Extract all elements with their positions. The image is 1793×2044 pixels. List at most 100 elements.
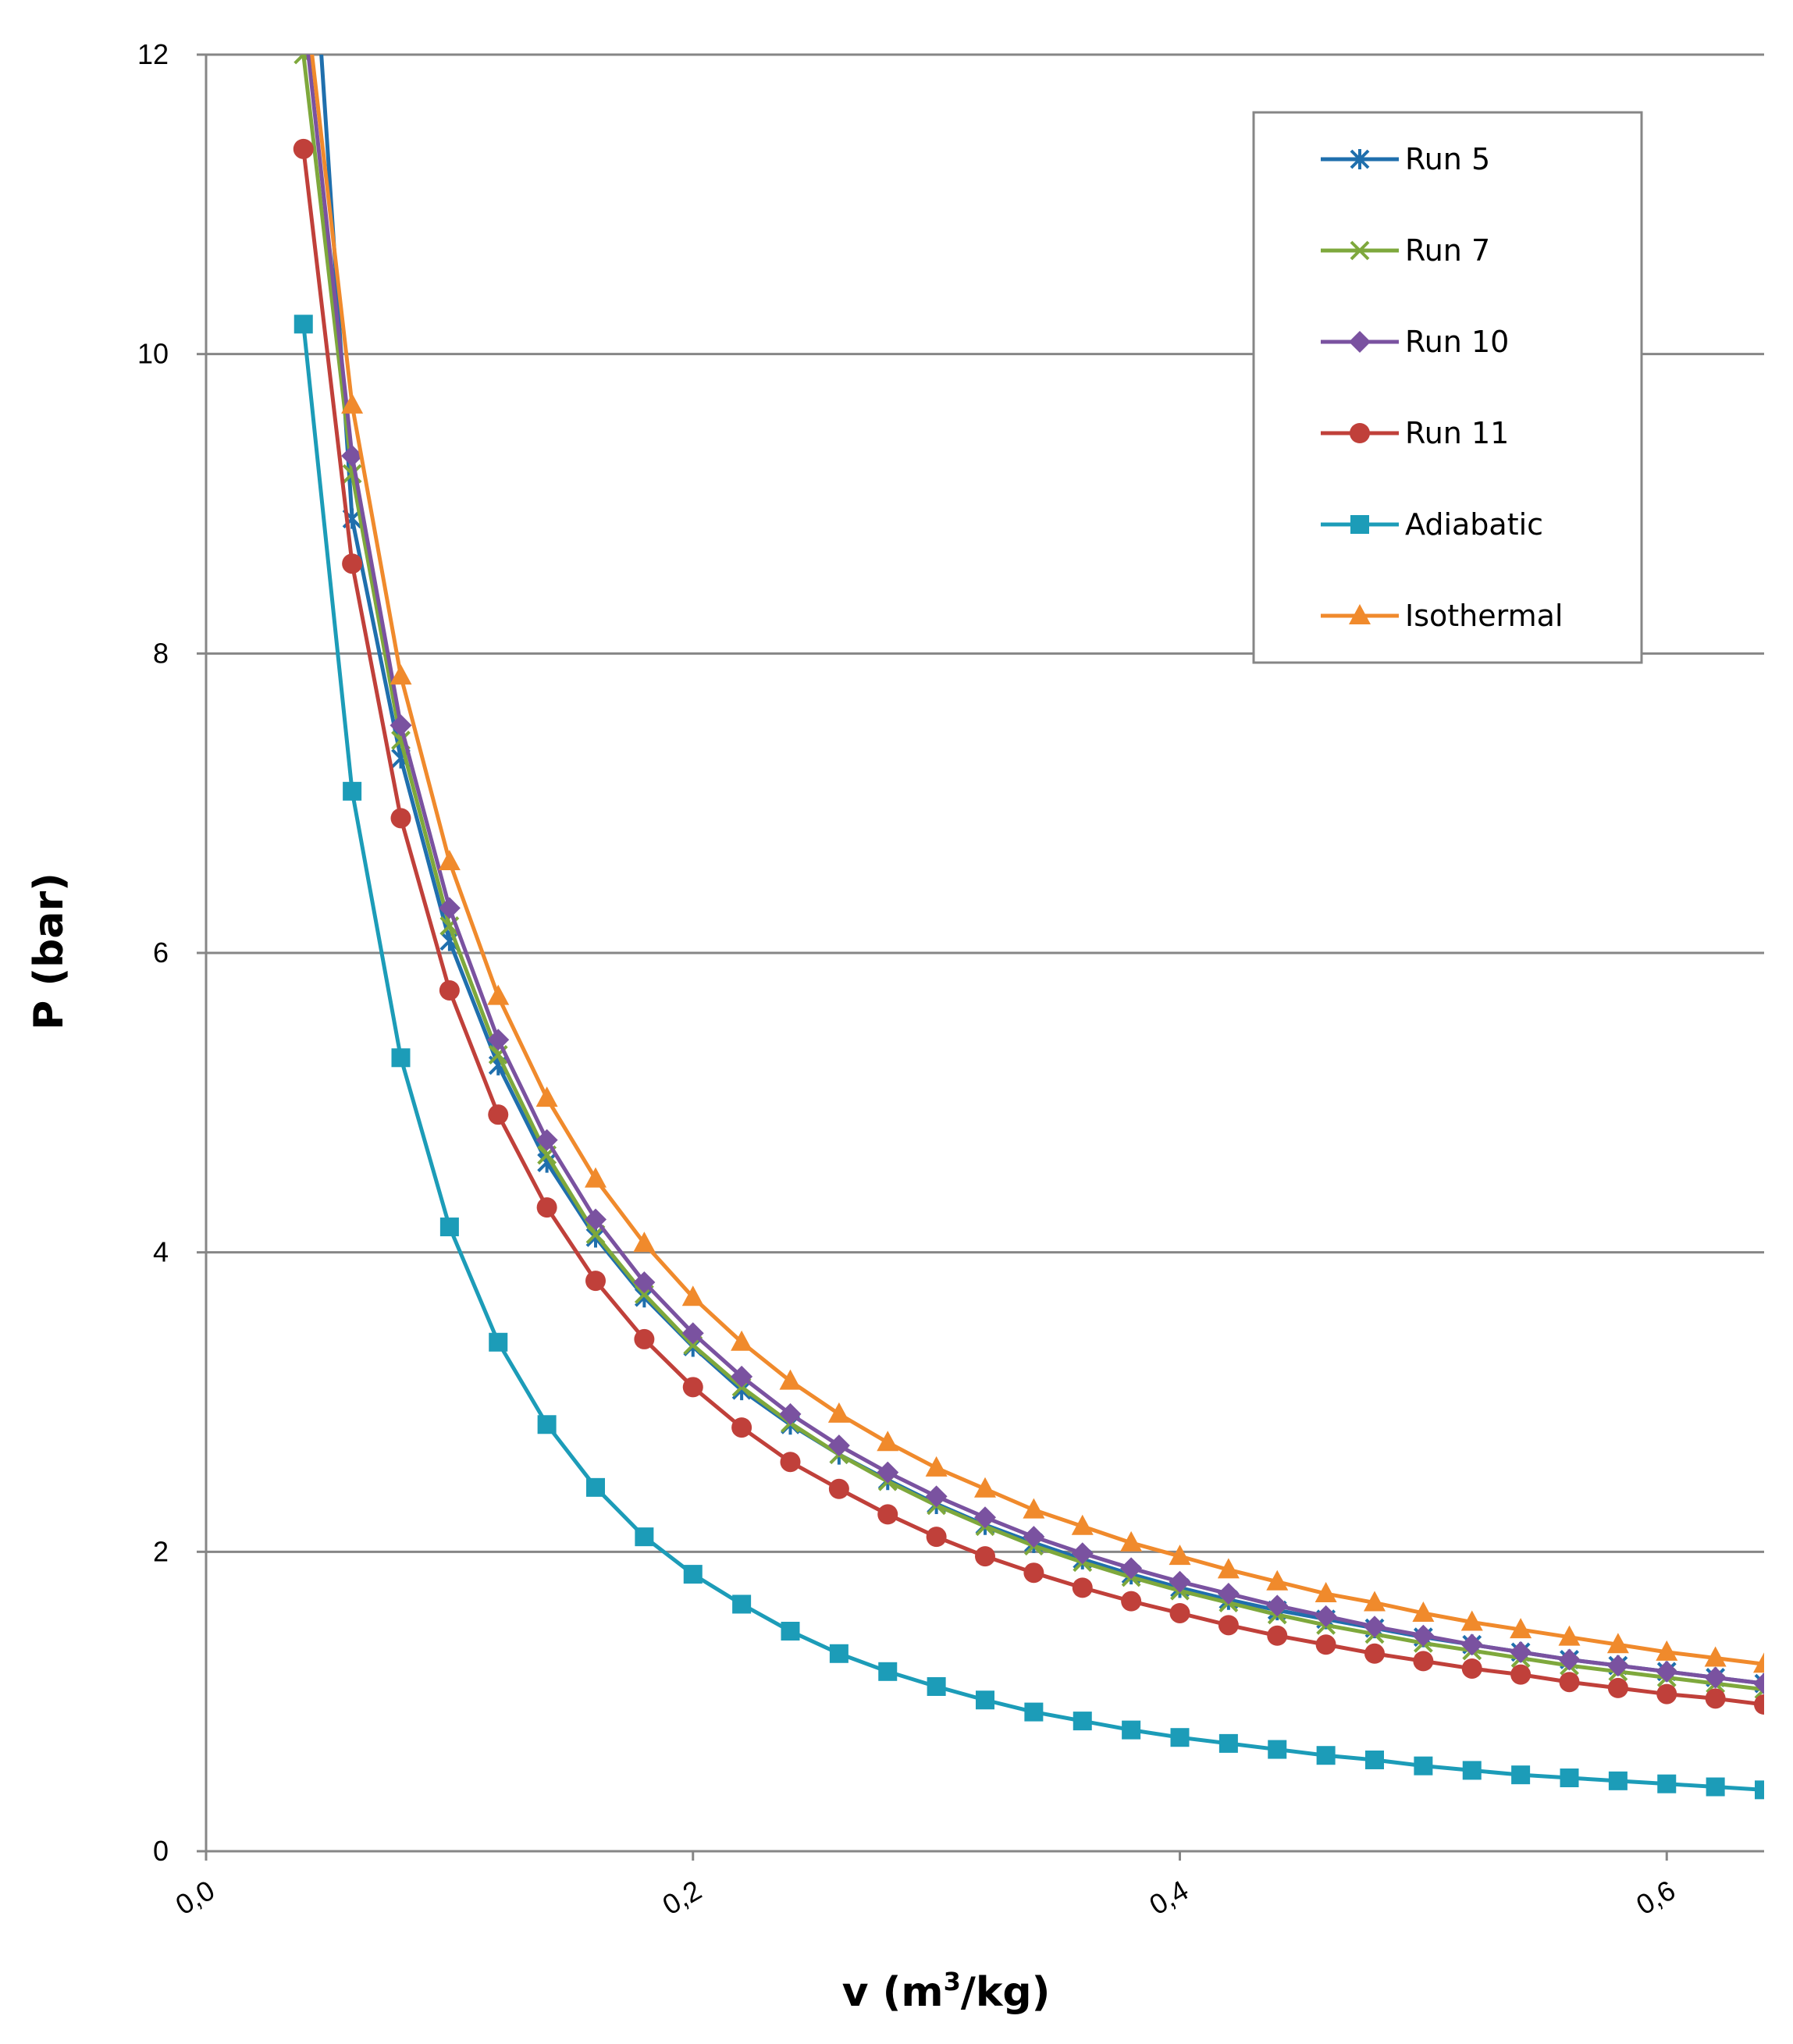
data-point-adiabatic <box>976 1690 994 1710</box>
data-point-isothermal <box>1510 1618 1532 1639</box>
data-point-isothermal <box>1558 1625 1581 1646</box>
legend-label-run-10: Run 10 <box>1405 325 1509 359</box>
data-point-run-10 <box>1460 1633 1483 1656</box>
data-point-adiabatic <box>489 1332 508 1352</box>
legend-item-run-7: Run 7 <box>1321 233 1490 268</box>
data-point-run-10 <box>1364 1616 1386 1638</box>
data-point-run-11 <box>828 1478 849 1499</box>
data-point-isothermal <box>731 1330 753 1351</box>
data-point-run-10 <box>1315 1605 1337 1627</box>
data-point-run-10 <box>633 1271 656 1294</box>
legend-item-isothermal: Isothermal <box>1321 599 1563 633</box>
data-point-adiabatic <box>1218 1733 1238 1753</box>
data-point-run-11 <box>1364 1643 1385 1664</box>
series-run-11 <box>293 138 1764 1715</box>
data-point-isothermal <box>779 1369 802 1390</box>
data-point-run-10 <box>1120 1557 1143 1580</box>
x-axis-title-main: v (m <box>842 1969 944 2016</box>
legend-marker-isothermal <box>1349 604 1371 624</box>
data-point-isothermal <box>925 1456 948 1477</box>
data-point-run-11 <box>1607 1677 1628 1698</box>
data-point-isothermal <box>1656 1640 1678 1661</box>
data-point-isothermal <box>1364 1591 1386 1612</box>
data-point-run-11 <box>1072 1577 1093 1598</box>
data-point-run-11 <box>1218 1615 1239 1636</box>
data-point-adiabatic <box>732 1594 752 1614</box>
data-point-adiabatic <box>1170 1728 1190 1747</box>
data-point-adiabatic <box>1560 1769 1579 1788</box>
data-point-adiabatic <box>343 781 362 801</box>
data-point-run-10 <box>1558 1648 1581 1671</box>
data-point-isothermal <box>974 1477 996 1498</box>
data-point-isothermal <box>585 1167 607 1188</box>
legend-marker-run-10 <box>1349 331 1371 353</box>
series-layer <box>293 55 1764 1800</box>
data-point-run-11 <box>1705 1688 1726 1709</box>
data-point-adiabatic <box>439 1218 459 1237</box>
data-point-run-10 <box>341 445 364 467</box>
data-point-run-11 <box>1121 1591 1142 1612</box>
y-tick-label: 12 <box>137 38 169 70</box>
series-isothermal <box>310 55 1764 1673</box>
data-point-isothermal <box>1023 1498 1045 1519</box>
data-point-isothermal <box>390 664 412 685</box>
data-point-adiabatic <box>1365 1750 1384 1769</box>
legend-marker-adiabatic <box>1350 515 1369 534</box>
data-point-run-11 <box>1413 1651 1434 1672</box>
data-point-run-10 <box>1606 1655 1629 1677</box>
series-adiabatic <box>293 315 1764 1800</box>
data-point-run-11 <box>1656 1683 1677 1705</box>
data-point-run-11 <box>439 979 460 1001</box>
data-point-adiabatic <box>635 1527 654 1547</box>
data-point-run-10 <box>681 1322 704 1345</box>
data-point-adiabatic <box>1122 1720 1141 1740</box>
data-point-run-11 <box>926 1527 947 1548</box>
data-point-adiabatic <box>586 1477 605 1497</box>
data-point-run-10 <box>1510 1641 1532 1663</box>
data-point-adiabatic <box>391 1048 411 1068</box>
data-point-run-10 <box>1704 1666 1727 1689</box>
data-point-run-10 <box>1753 1673 1764 1695</box>
data-point-run-11 <box>1510 1664 1532 1685</box>
data-point-isothermal <box>1266 1569 1289 1591</box>
legend: Run 5 Run 7 Run 10 Run 11 Adiabatic Isotherma… <box>1252 111 1643 664</box>
data-point-isothermal <box>1120 1530 1143 1552</box>
y-tick-label: 10 <box>137 338 169 370</box>
series-run-10 <box>306 55 1764 1695</box>
data-point-run-11 <box>1461 1658 1482 1679</box>
y-tick-label: 8 <box>153 637 169 669</box>
data-point-isothermal <box>1412 1601 1435 1622</box>
data-point-isothermal <box>1315 1582 1337 1603</box>
data-point-run-11 <box>536 1197 557 1218</box>
data-point-isothermal <box>1460 1610 1483 1631</box>
y-tick-label: 6 <box>153 937 169 969</box>
x-axis-title-tail: /kg) <box>961 1969 1051 2016</box>
data-point-isothermal <box>827 1402 850 1423</box>
data-point-isothermal <box>1753 1652 1764 1673</box>
data-point-isothermal <box>1606 1633 1629 1654</box>
data-point-run-10 <box>779 1402 802 1425</box>
legend-marker-run-7 <box>1350 240 1370 261</box>
data-point-adiabatic <box>1462 1761 1482 1780</box>
legend-item-run-5: Run 5 <box>1321 142 1490 176</box>
legend-label-run-11: Run 11 <box>1405 416 1509 450</box>
x-axis-title-sup: 3 <box>944 1967 961 1996</box>
data-point-run-10 <box>877 1461 899 1484</box>
data-point-run-11 <box>293 138 314 159</box>
data-point-isothermal <box>487 984 510 1005</box>
data-point-run-10 <box>827 1434 850 1457</box>
data-point-run-11 <box>1267 1625 1288 1646</box>
data-point-adiabatic <box>829 1644 848 1663</box>
data-point-isothermal <box>681 1285 704 1306</box>
data-point-adiabatic <box>1608 1771 1628 1790</box>
data-point-isothermal <box>877 1431 899 1452</box>
data-point-run-11 <box>1169 1602 1190 1623</box>
data-point-run-10 <box>1071 1542 1094 1565</box>
data-point-run-10 <box>1169 1570 1191 1593</box>
data-point-adiabatic <box>878 1662 898 1681</box>
data-point-run-10 <box>585 1208 607 1231</box>
data-point-run-10 <box>925 1485 948 1508</box>
data-point-run-11 <box>780 1452 801 1473</box>
data-point-run-10 <box>487 1029 510 1051</box>
data-point-run-11 <box>1559 1672 1580 1693</box>
